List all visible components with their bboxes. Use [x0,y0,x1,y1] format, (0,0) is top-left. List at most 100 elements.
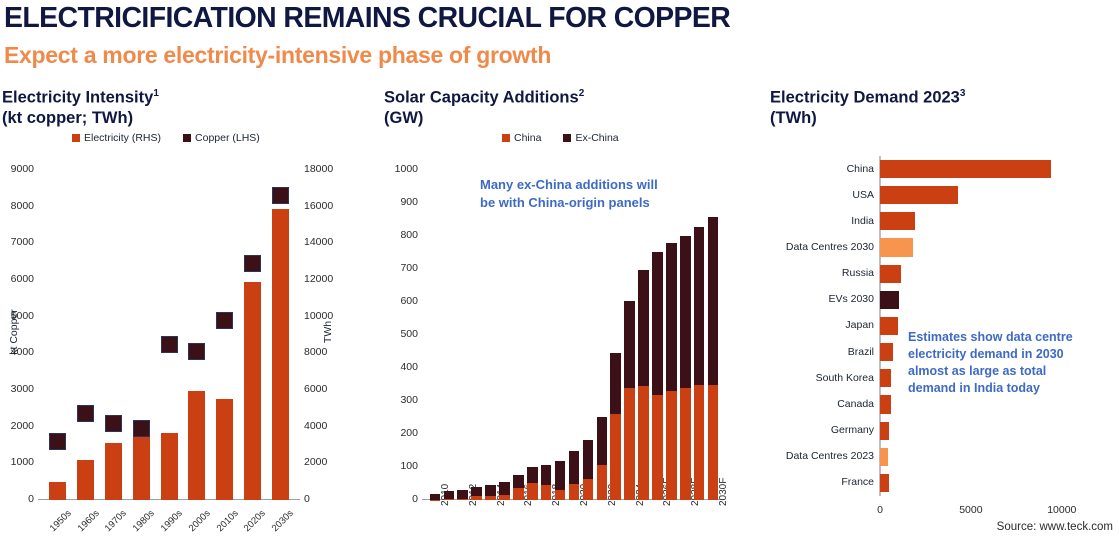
chart3-category-label: South Korea [815,371,874,384]
chart2-plot-area: 0100200300400500600700800900100020102012… [395,163,729,506]
chart3-row: EVs 2030 [828,287,1080,313]
chart3-bar [880,395,892,414]
chart3-bar [880,447,889,466]
source-note: Source: www.teck.com [996,521,1113,533]
chart2-y-tick: 200 [400,427,418,439]
chart3-row: South Korea [816,365,1080,391]
chart1-y-right-tick: 14000 [304,236,334,249]
chart2-segment-ex-china [540,465,552,486]
chart2-segment-ex-china [693,227,705,385]
chart2-segment-ex-china [638,269,649,387]
panel1-title: Electricity Intensity1 [2,84,380,108]
chart1-x-tick: 1990s [158,508,185,535]
chart3-bar [880,238,913,257]
chart2-stacked-bar [485,485,496,500]
chart3-row: Russia [842,261,1080,287]
chart3-row: Japan [845,313,1080,339]
chart2-stacked-bar [652,252,663,500]
chart2-segment-china [582,478,594,500]
chart2-segment-china [499,495,510,500]
panel3-units: (TWh) [770,108,817,127]
chart1-copper-marker [104,414,122,432]
chart3-category-label: EVs 2030 [828,293,874,306]
chart3-bar [880,343,893,362]
chart2-stacked-bar [499,481,510,500]
chart3-category-label: Canada [837,397,874,410]
chart2-segment-china [652,395,663,500]
chart3-bar [880,160,1051,179]
chart1-copper-marker [77,405,95,423]
chart2-stacked-bar [554,461,566,500]
panel1-title-text: Electricity Intensity [2,88,154,107]
chart1-y-right-tick: 18000 [304,163,334,175]
chart1-bar [243,281,261,500]
chart2-stacked-bar [568,451,580,500]
chart1-copper-marker [216,311,234,329]
panel2-units: (GW) [384,108,424,127]
panel2-legend: China Ex-China [502,132,766,144]
chart2-y-tick: 600 [400,295,418,307]
chart2-x-tick: 2030F [718,477,730,506]
chart3-category-label: France [841,476,874,489]
chart3-category-label: China [846,162,874,175]
chart1-bar [49,481,67,500]
page-title: ELECTRICIFICATION REMAINS CRUCIAL FOR CO… [4,2,731,34]
chart2-segment-china [707,384,719,500]
chart2-segment-china [596,465,608,500]
legend-label-china: China [514,131,542,144]
chart-solar-capacity: Many ex-China additions will be with Chi… [384,156,766,539]
chart2-segment-china [457,499,469,500]
chart3-category-label: Russia [841,267,874,280]
chart1-copper-marker [49,432,67,450]
legend-item-china: China [502,132,541,144]
chart3-bar [880,421,890,440]
chart2-segment-china [610,414,621,500]
legend-label-electricity: Electricity (RHS) [84,131,162,144]
chart1-y-left-tick: 8000 [10,199,34,212]
chart3-row: USA [852,182,1080,208]
chart1-bar [216,399,234,500]
chart1-y-left-tick: 2000 [10,419,34,432]
chart1-y-left-tick: 9000 [10,163,34,175]
chart3-annotation-line4: demand in India today [908,381,1040,395]
legend-label-copper: Copper (LHS) [195,131,260,144]
chart-electricity-demand: Estimates show data centre electricity d… [770,148,1118,539]
chart1-copper-marker [132,420,150,437]
chart3-plot-area: China USA India Data Centres 2030 Russia EVs … [786,156,1080,516]
chart2-segment-china [554,490,566,500]
chart2-segment-ex-china [513,474,524,489]
panel2-title-footnote: 2 [578,88,585,99]
chart3-row: Germany [831,418,1080,444]
chart2-segment-ex-china [568,451,580,485]
chart2-stacked-bar [513,474,524,500]
chart2-segment-china [527,482,538,500]
chart1-bar [188,390,206,500]
chart3-x-tick: 10000 [1047,504,1077,516]
chart3-bar [880,290,900,309]
chart1-y-left-tick: 1000 [10,456,34,469]
chart2-stacked-bar [429,494,441,500]
chart1-x-tick: 1950s [47,508,74,535]
chart3-category-label: Data Centres 2030 [785,241,874,254]
legend-item-ex-china: Ex-China [563,132,619,144]
chart2-segment-china [693,384,705,500]
chart2-segment-ex-china [471,487,482,497]
chart3-y-axis [879,156,881,496]
chart3-row: France [841,470,1080,496]
chart1-y-right-tick: 0 [304,493,310,505]
chart2-segment-ex-china [429,494,441,500]
chart1-copper-marker [243,255,261,272]
chart1-bar [104,443,122,500]
chart3-row: Data Centres 2030 [786,234,1080,260]
chart1-y-left-tick: 4000 [10,346,34,359]
chart2-y-tick: 700 [400,262,418,274]
chart2-stacked-bar [666,243,677,500]
chart3-row: India [851,208,1080,234]
chart3-bar [880,369,892,388]
chart2-stacked-bar [527,467,538,500]
chart1-x-tick: 2020s [242,508,269,535]
chart2-segment-china [568,484,580,500]
chart1-plot-area: 0 1000 2000 3000 4000 5000 6000 7000 8000 9000 0 20… [11,163,334,534]
panel-electricity-intensity: Electricity Intensity1 (kt copper; TWh) … [2,84,380,534]
chart2-y-tick: 500 [400,328,418,340]
